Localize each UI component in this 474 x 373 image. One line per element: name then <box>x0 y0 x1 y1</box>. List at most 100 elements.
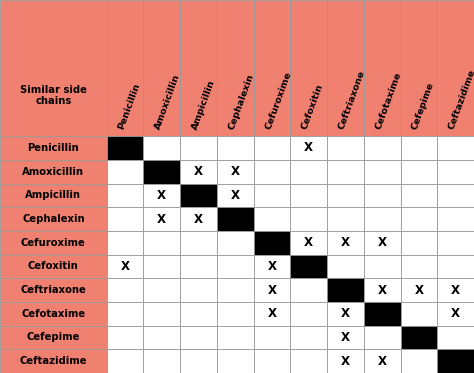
Text: Ceftriaxone: Ceftriaxone <box>337 69 367 131</box>
Bar <box>437 349 474 373</box>
Bar <box>143 349 180 373</box>
Text: X: X <box>304 141 313 154</box>
Bar <box>290 326 327 349</box>
Text: Cefotaxime: Cefotaxime <box>374 71 403 131</box>
Text: Cefuroxime: Cefuroxime <box>21 238 86 248</box>
Text: X: X <box>267 260 276 273</box>
Text: Ampicillin: Ampicillin <box>190 78 217 131</box>
Text: Cefuroxime: Cefuroxime <box>264 70 293 131</box>
Text: X: X <box>378 355 387 368</box>
Bar <box>217 349 254 373</box>
Bar <box>180 184 217 207</box>
Bar <box>290 160 327 184</box>
Bar <box>364 349 401 373</box>
Bar <box>254 0 290 136</box>
Bar <box>107 254 143 278</box>
Bar <box>143 160 180 184</box>
Bar <box>364 231 401 254</box>
Bar <box>107 0 143 136</box>
Bar <box>364 136 401 160</box>
Bar <box>254 136 290 160</box>
Text: X: X <box>304 236 313 249</box>
Text: Cefoxitin: Cefoxitin <box>300 82 325 131</box>
Bar <box>180 326 217 349</box>
Bar <box>327 278 364 302</box>
Text: Amoxicillin: Amoxicillin <box>153 73 182 131</box>
Bar <box>364 207 401 231</box>
Bar <box>401 184 437 207</box>
Bar <box>254 184 290 207</box>
Bar <box>0 136 107 160</box>
Text: X: X <box>341 307 350 320</box>
Text: Ampicillin: Ampicillin <box>25 190 82 200</box>
Bar <box>217 326 254 349</box>
Text: X: X <box>267 307 276 320</box>
Text: Amoxicillin: Amoxicillin <box>22 167 84 177</box>
Text: Ceftazidime: Ceftazidime <box>447 68 474 131</box>
Bar <box>0 254 107 278</box>
Bar <box>217 184 254 207</box>
Bar <box>401 136 437 160</box>
Text: Ceftazidime: Ceftazidime <box>19 356 87 366</box>
Bar <box>217 302 254 326</box>
Text: X: X <box>194 213 203 226</box>
Bar <box>327 231 364 254</box>
Bar <box>143 302 180 326</box>
Text: Cephalexin: Cephalexin <box>22 214 85 224</box>
Bar <box>437 136 474 160</box>
Text: Cefotaxime: Cefotaxime <box>21 309 85 319</box>
Bar <box>143 0 180 136</box>
Bar <box>107 326 143 349</box>
Bar <box>0 207 107 231</box>
Bar <box>327 254 364 278</box>
Bar <box>107 160 143 184</box>
Bar <box>254 254 290 278</box>
Text: Penicillin: Penicillin <box>27 143 79 153</box>
Bar <box>0 0 107 136</box>
Bar <box>107 349 143 373</box>
Bar <box>437 207 474 231</box>
Text: X: X <box>414 283 423 297</box>
Bar <box>290 184 327 207</box>
Text: Cefepime: Cefepime <box>410 81 436 131</box>
Text: X: X <box>157 189 166 202</box>
Bar <box>143 184 180 207</box>
Bar <box>180 349 217 373</box>
Bar <box>180 302 217 326</box>
Bar <box>437 160 474 184</box>
Text: X: X <box>267 283 276 297</box>
Bar <box>401 160 437 184</box>
Text: Cefoxitin: Cefoxitin <box>28 261 79 272</box>
Bar <box>364 254 401 278</box>
Text: X: X <box>341 236 350 249</box>
Bar <box>143 231 180 254</box>
Bar <box>143 326 180 349</box>
Bar <box>401 254 437 278</box>
Bar <box>254 160 290 184</box>
Bar <box>180 207 217 231</box>
Text: X: X <box>378 236 387 249</box>
Bar <box>364 0 401 136</box>
Bar <box>327 349 364 373</box>
Bar <box>0 278 107 302</box>
Bar <box>437 326 474 349</box>
Bar <box>290 254 327 278</box>
Bar <box>401 326 437 349</box>
Bar <box>180 0 217 136</box>
Bar <box>254 326 290 349</box>
Text: X: X <box>341 331 350 344</box>
Bar <box>401 207 437 231</box>
Bar <box>107 136 143 160</box>
Bar <box>327 136 364 160</box>
Bar <box>290 0 327 136</box>
Bar <box>290 207 327 231</box>
Bar <box>327 184 364 207</box>
Text: X: X <box>451 283 460 297</box>
Text: X: X <box>194 165 203 178</box>
Bar <box>327 207 364 231</box>
Bar <box>0 326 107 349</box>
Bar <box>107 207 143 231</box>
Bar <box>290 231 327 254</box>
Bar <box>437 302 474 326</box>
Bar <box>217 254 254 278</box>
